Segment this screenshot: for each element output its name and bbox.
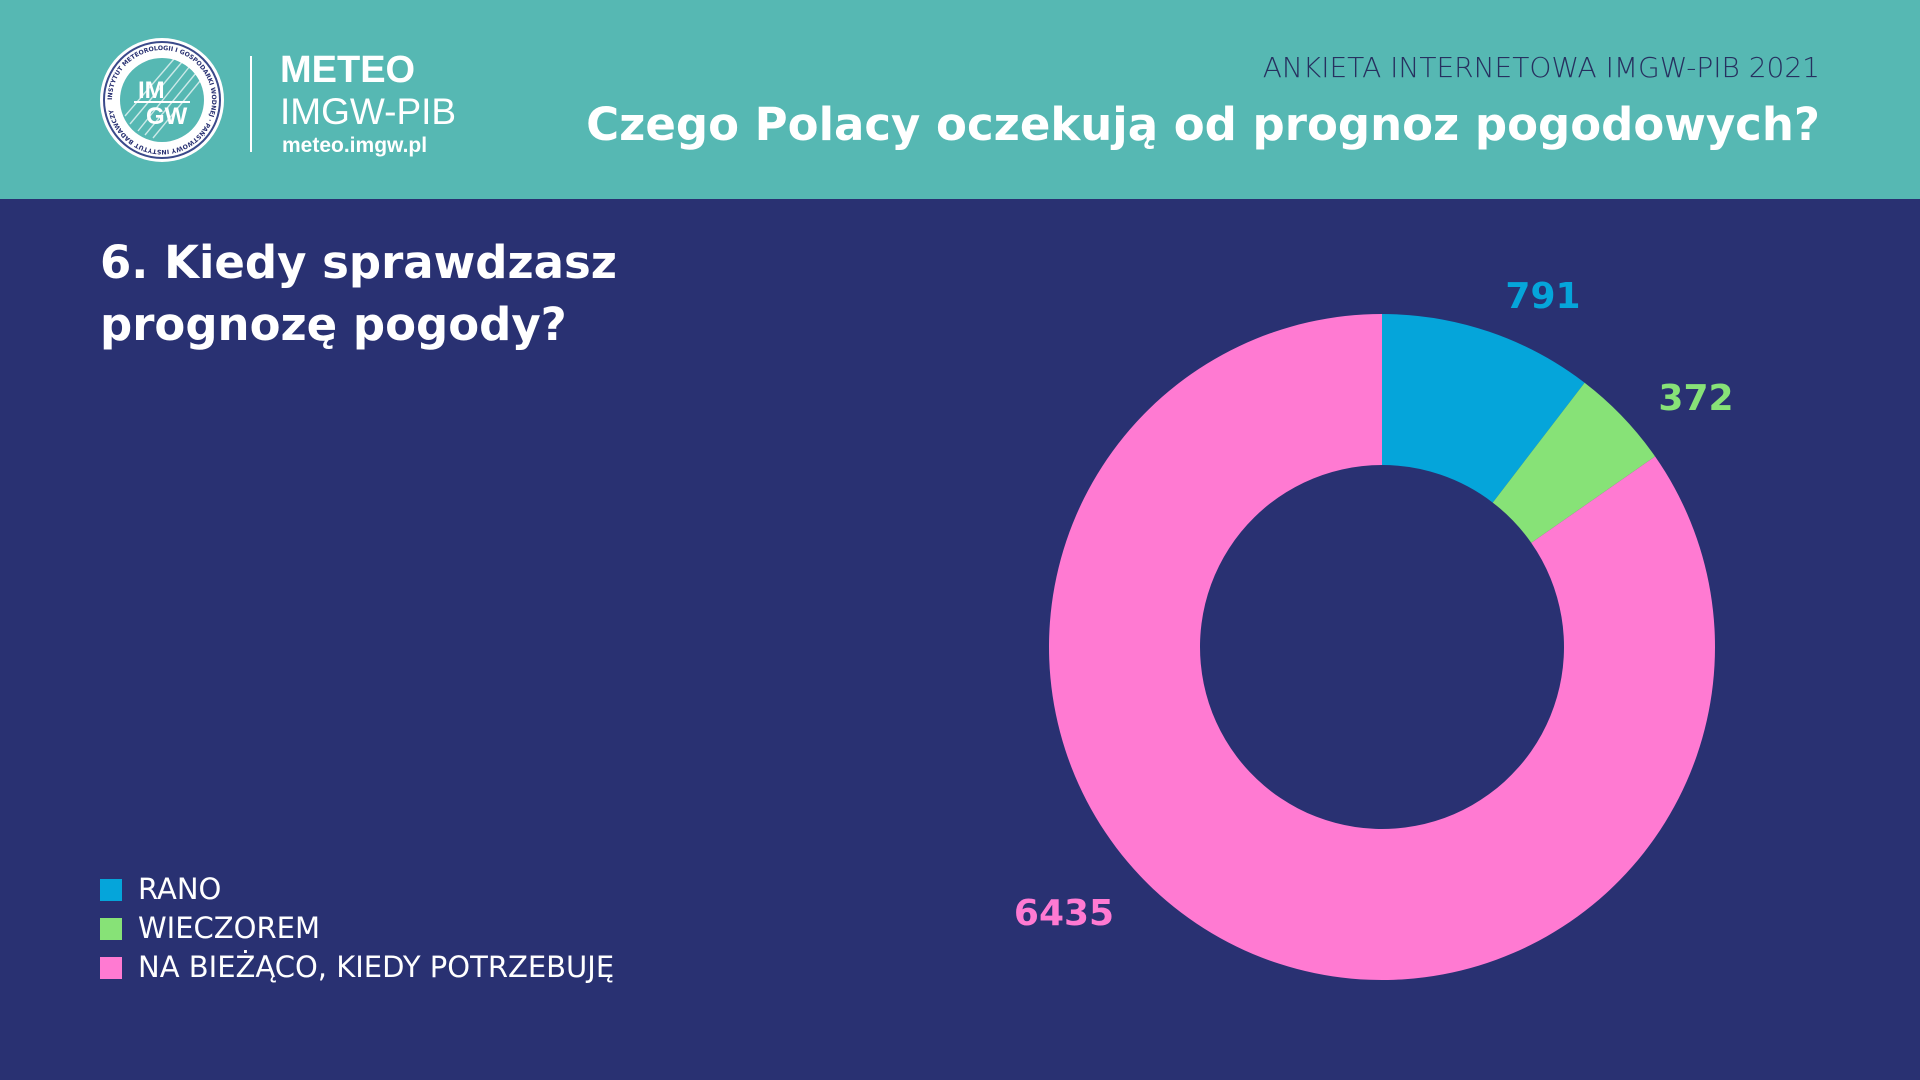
brand-divider bbox=[250, 56, 252, 152]
logo-text-bottom: GW bbox=[146, 103, 188, 130]
legend-label: RANO bbox=[138, 872, 222, 906]
legend-item-rano: RANO bbox=[100, 870, 614, 909]
legend-swatch bbox=[100, 957, 122, 979]
imgw-logo-icon: INSTYTUT METEOROLOGII I GOSPODARKI WODNE… bbox=[100, 38, 224, 162]
logo-text-top: IM bbox=[138, 77, 165, 104]
legend-item-na-biezaco: NA BIEŻĄCO, KIEDY POTRZEBUJĘ bbox=[100, 948, 614, 987]
data-label-wieczorem: 372 bbox=[1658, 378, 1733, 419]
chart-legend: RANO WIECZOREM NA BIEŻĄCO, KIEDY POTRZEBUJ… bbox=[100, 870, 614, 987]
legend-swatch bbox=[100, 918, 122, 940]
survey-label: ANKIETA INTERNETOWA IMGW-PIB 2021 bbox=[1262, 51, 1820, 84]
survey-title: Czego Polacy oczekują od prognoz pogodow… bbox=[586, 98, 1820, 151]
slice-rano bbox=[1382, 314, 1585, 503]
slice-na-biezaco bbox=[1049, 314, 1715, 980]
data-label-rano: 791 bbox=[1505, 276, 1580, 317]
data-label-na-biezaco: 6435 bbox=[1014, 893, 1114, 934]
brand-subtitle: IMGW-PIB bbox=[280, 91, 457, 132]
legend-item-wieczorem: WIECZOREM bbox=[100, 909, 614, 948]
chart-title: 6. Kiedy sprawdzasz prognozę pogody? bbox=[100, 236, 617, 351]
header-bar: INSTYTUT METEOROLOGII I GOSPODARKI WODNE… bbox=[0, 0, 1920, 199]
legend-swatch bbox=[100, 879, 122, 901]
legend-label: WIECZOREM bbox=[138, 911, 320, 945]
brand-url: meteo.imgw.pl bbox=[282, 134, 428, 157]
slice-wieczorem bbox=[1492, 382, 1656, 543]
legend-label: NA BIEŻĄCO, KIEDY POTRZEBUJĘ bbox=[138, 950, 615, 984]
brand-title: METEO bbox=[280, 49, 416, 91]
